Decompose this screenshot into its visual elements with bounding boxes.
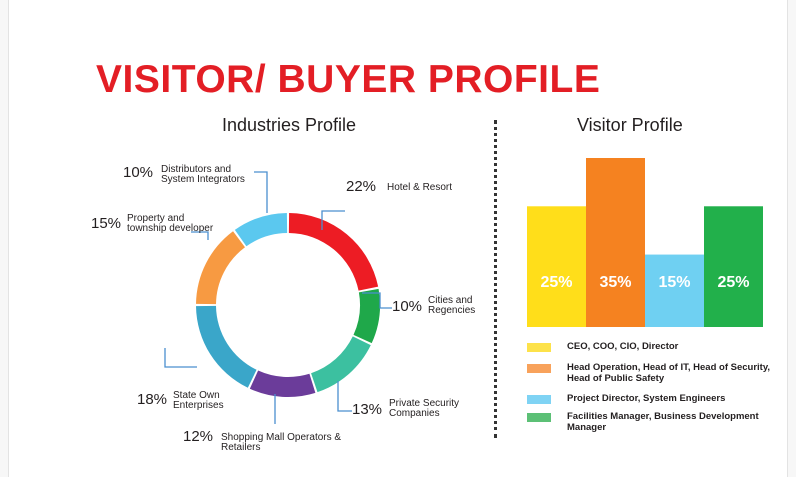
leader-line xyxy=(164,348,197,368)
slice-percent-label: 10% xyxy=(123,164,153,181)
section-divider xyxy=(494,120,497,438)
legend-label: Project Director, System Engineers xyxy=(567,393,726,404)
slice-percent-label: 18% xyxy=(137,391,167,408)
legend-swatch xyxy=(527,413,551,422)
slice-name-label: Hotel & Resort xyxy=(387,182,452,193)
slice-name-label: Private Security xyxy=(389,398,459,409)
slice-name-label: Retailers xyxy=(221,442,260,453)
leader-line xyxy=(362,292,392,309)
donut-slice xyxy=(196,231,245,305)
slice-name-label: Distributors and xyxy=(161,164,231,175)
legend-swatch xyxy=(527,343,551,352)
donut-slice xyxy=(234,213,288,247)
slice-name-label: Enterprises xyxy=(173,400,224,411)
bar-value-label: 15% xyxy=(658,274,690,291)
slice-name-label: Property and xyxy=(127,213,184,224)
slice-name-label: System Integrators xyxy=(161,174,245,185)
legend-swatch xyxy=(527,364,551,373)
donut-slice xyxy=(196,305,257,388)
donut-slice xyxy=(353,288,380,344)
legend-swatch xyxy=(527,395,551,404)
legend-item: Head Operation, Head of IT, Head of Secu… xyxy=(527,362,772,384)
legend-label: Facilities Manager, Business Development… xyxy=(567,411,759,433)
slice-name-label: Shopping Mall Operators & xyxy=(221,432,341,443)
left-frame-edge xyxy=(0,0,9,477)
legend-item: CEO, COO, CIO, Director xyxy=(527,341,772,352)
leader-line xyxy=(191,231,209,240)
leader-line xyxy=(254,171,268,213)
bar xyxy=(586,158,645,327)
legend-item: Project Director, System Engineers xyxy=(527,393,772,404)
right-frame-edge xyxy=(787,0,796,477)
slice-percent-label: 12% xyxy=(183,428,213,445)
bar xyxy=(704,206,763,327)
slice-percent-label: 15% xyxy=(91,215,121,232)
leader-line xyxy=(337,381,352,412)
bar-value-label: 25% xyxy=(540,274,572,291)
bar-value-label: 25% xyxy=(717,274,749,291)
page-title: VISITOR/ BUYER PROFILE xyxy=(96,58,601,101)
legend-item: Facilities Manager, Business Development… xyxy=(527,411,772,433)
slice-percent-label: 10% xyxy=(392,298,422,315)
slice-name-label: township developer xyxy=(127,223,214,234)
donut-slice xyxy=(311,336,371,393)
slice-percent-label: 13% xyxy=(352,401,382,418)
slice-name-label: Cities and xyxy=(428,295,472,306)
slice-percent-label: 22% xyxy=(346,178,376,195)
slice-name-label: Regencies xyxy=(428,305,475,316)
donut-slice xyxy=(288,213,379,291)
legend-label: CEO, COO, CIO, Director xyxy=(567,341,679,352)
slice-name-label: State Own xyxy=(173,390,220,401)
bar xyxy=(527,206,586,327)
industries-chart-title: Industries Profile xyxy=(222,115,357,135)
visitor-chart-title: Visitor Profile xyxy=(577,115,683,135)
leader-line xyxy=(321,210,345,230)
donut-slice xyxy=(249,370,316,398)
bar-value-label: 35% xyxy=(599,274,631,291)
bar xyxy=(645,254,704,327)
legend-label: Head Operation, Head of IT, Head of Secu… xyxy=(567,362,771,384)
slice-name-label: Companies xyxy=(389,408,440,419)
